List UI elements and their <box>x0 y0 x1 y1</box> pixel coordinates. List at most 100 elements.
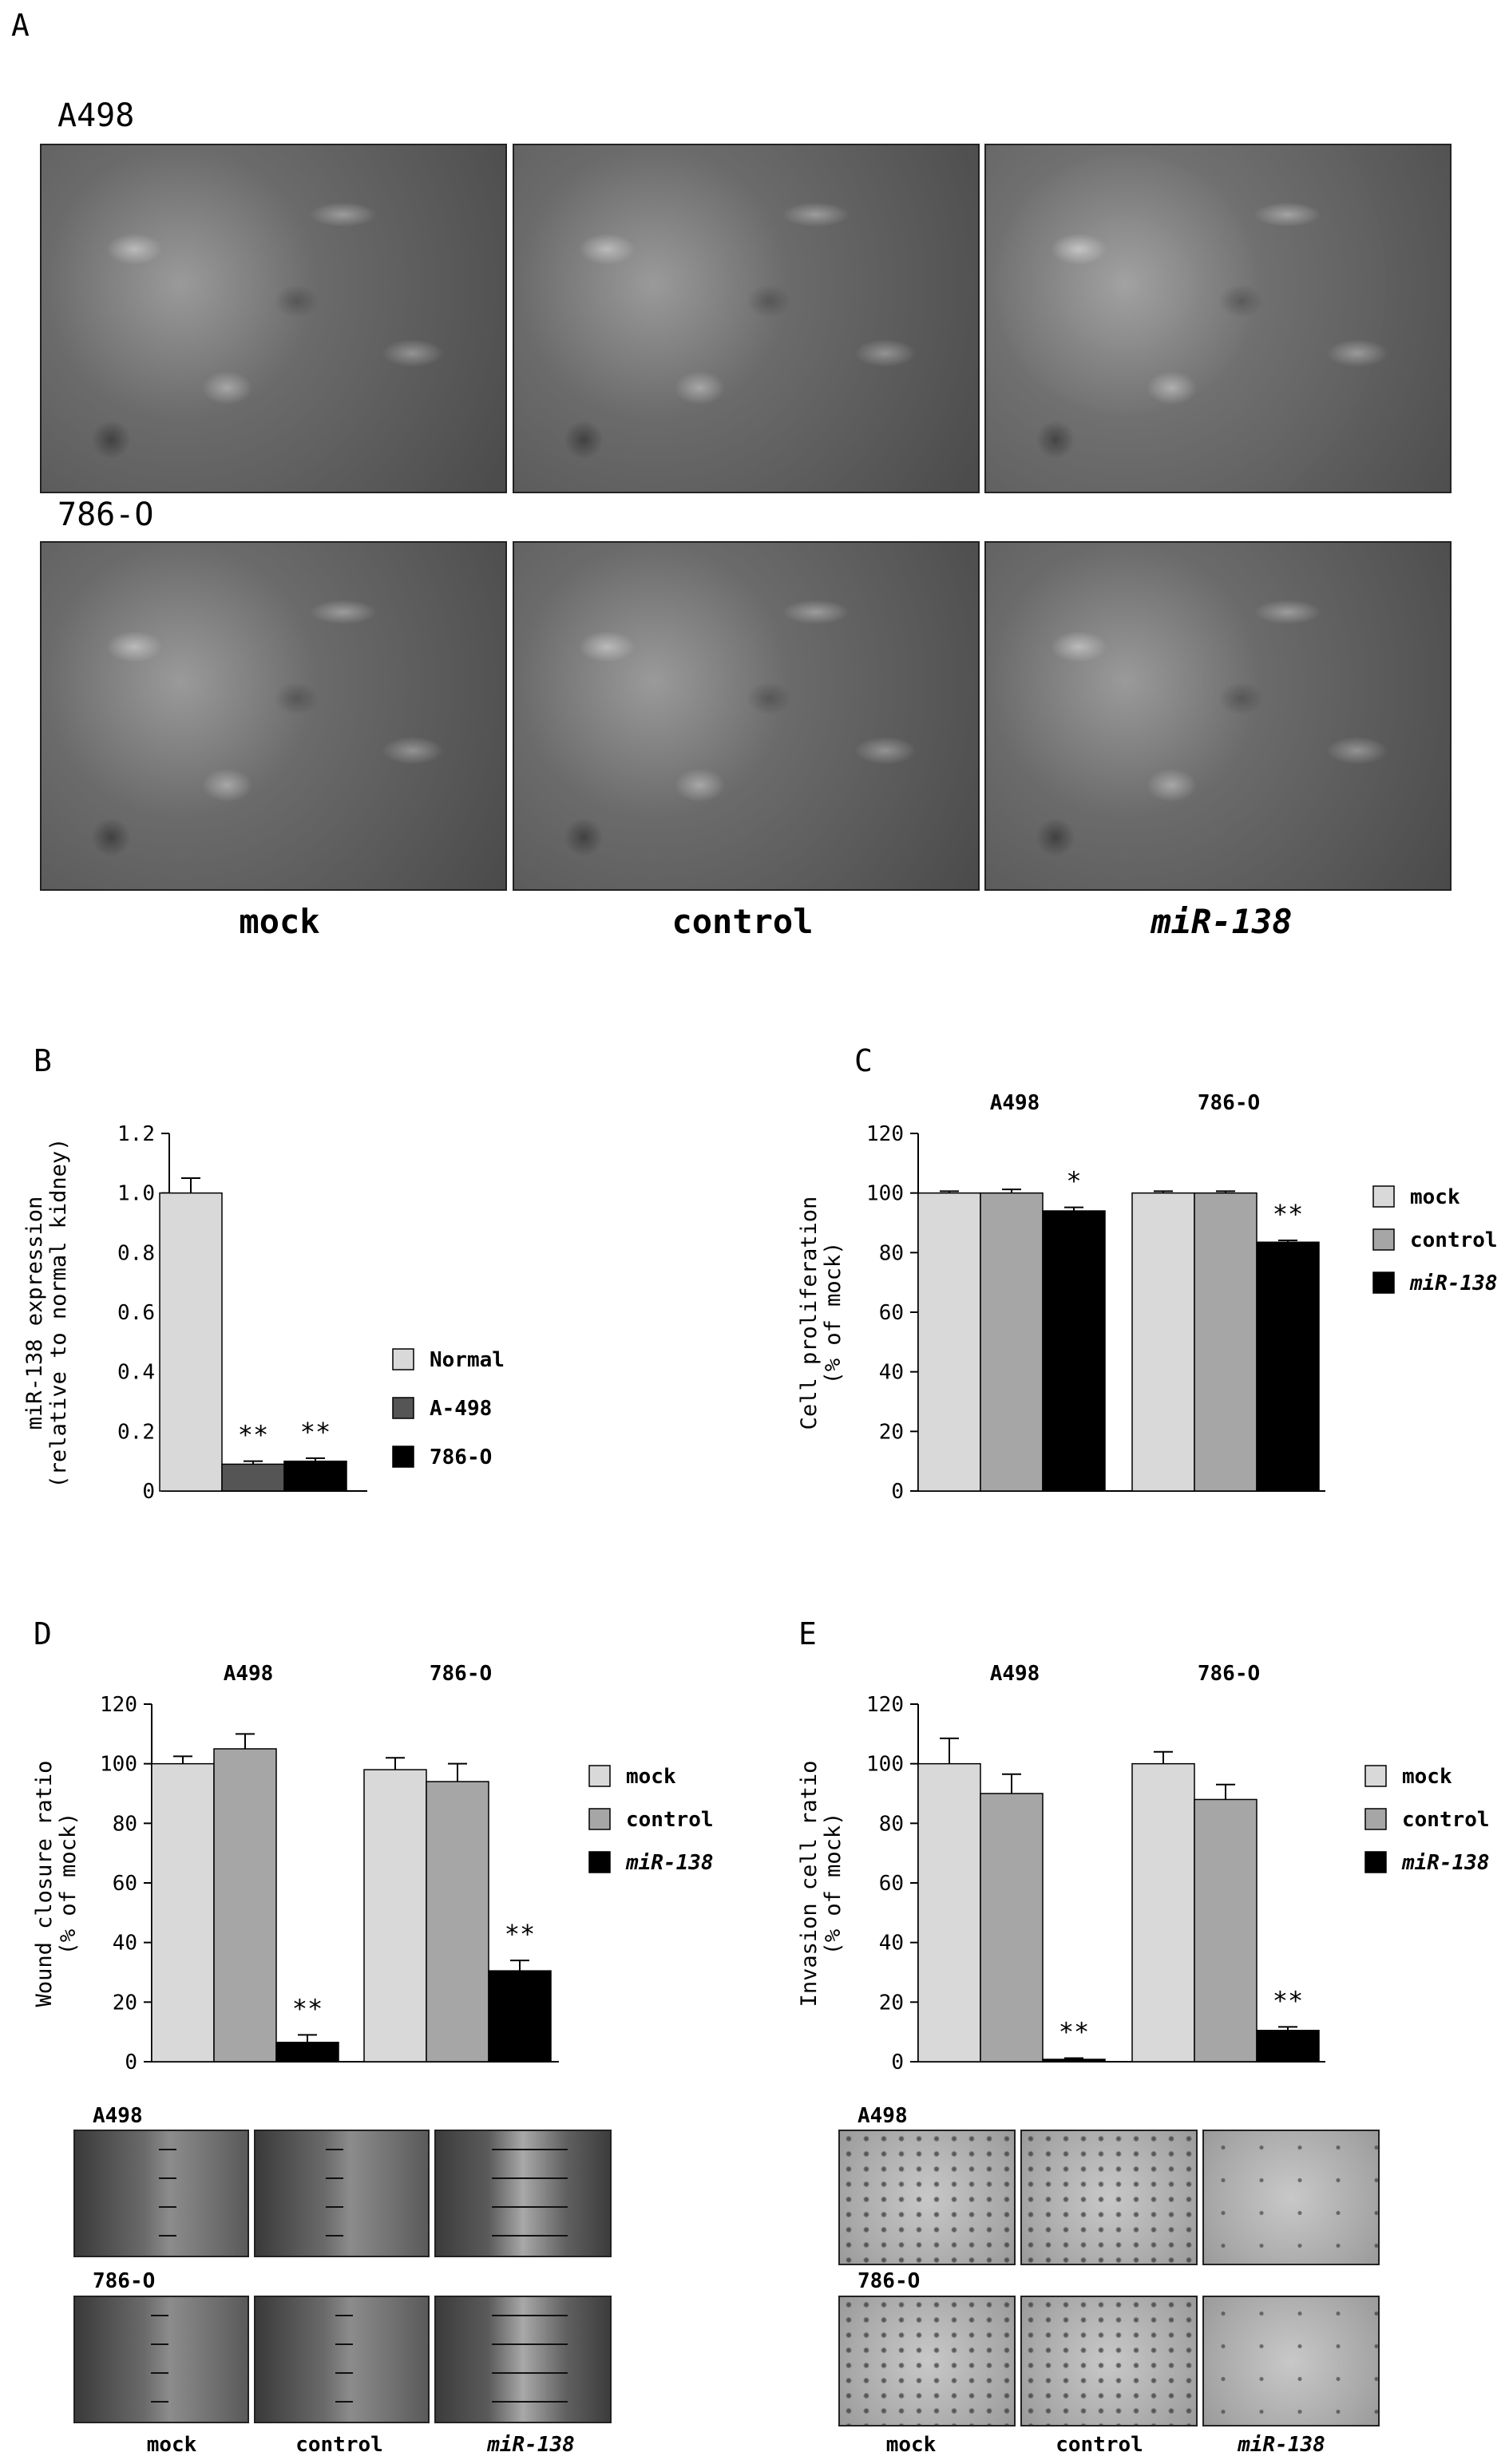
panel-e-letter: E <box>798 1616 817 1651</box>
wound-786o-mock <box>73 2296 249 2423</box>
panel-e-image-row-label-a498: A498 <box>857 2104 908 2128</box>
wound-a498-mock <box>73 2130 249 2257</box>
y-axis-label: Cell proliferation <box>797 1196 822 1430</box>
significance-label: ** <box>292 1993 323 2023</box>
invasion-786o-mir138 <box>1202 2296 1380 2426</box>
bar-786-o-mock <box>1131 1762 1195 2063</box>
legend-swatch <box>1372 1185 1395 1208</box>
significance-label: ** <box>300 1417 331 1447</box>
panel-d-image-label-control: control <box>295 2433 383 2457</box>
bar-786-o-control <box>1194 1798 1258 2063</box>
legend-label: mock <box>626 1765 676 1789</box>
wound-lines <box>75 2131 248 2256</box>
y-tick-label: 60 <box>113 1872 137 1896</box>
legend-swatch <box>392 1446 414 1468</box>
panel-d-image-label-mir138: miR-138 <box>487 2433 575 2457</box>
y-tick-label: 20 <box>879 1991 904 2015</box>
y-tick-label: 80 <box>879 1241 904 1265</box>
group-label: A498 <box>990 1091 1040 1115</box>
y-tick-label: 0.8 <box>117 1241 155 1265</box>
bar-a498-mock <box>151 1762 215 2063</box>
panel-c-letter: C <box>854 1043 873 1078</box>
significance-label: ** <box>238 1420 269 1450</box>
y-tick-label: 1.0 <box>117 1182 155 1206</box>
y-tick-label: 40 <box>879 1361 904 1385</box>
legend-label: miR-138 <box>1401 1851 1490 1875</box>
panel-d-letter: D <box>34 1616 52 1651</box>
y-tick-label: 120 <box>866 1122 904 1146</box>
y-tick-label: 60 <box>879 1872 904 1896</box>
wound-a498-control <box>254 2130 430 2257</box>
wound-a498-mir138 <box>434 2130 612 2257</box>
legend-label: mock <box>1402 1765 1452 1789</box>
panel-e-image-label-mir138: miR-138 <box>1238 2433 1325 2457</box>
y-tick-label: 40 <box>113 1932 137 1956</box>
y-tick-label: 0 <box>891 2051 904 2074</box>
bar-786-o-mock <box>1131 1192 1195 1492</box>
legend-swatch <box>588 1851 611 1873</box>
panel-a-row-label-786o: 786-O <box>57 496 154 533</box>
legend-label: Normal <box>430 1348 505 1372</box>
y-tick-label: 100 <box>866 1182 904 1206</box>
bar-normal <box>159 1192 223 1492</box>
micrograph-a498-control <box>513 144 980 493</box>
group-label: 786-O <box>430 1662 492 1686</box>
legend-label: control <box>1410 1228 1498 1252</box>
significance-label: ** <box>1273 1199 1304 1229</box>
invasion-a498-mir138 <box>1202 2130 1380 2265</box>
bar-a498-mir-138 <box>1042 1210 1106 1492</box>
wound-lines <box>255 2297 428 2422</box>
significance-label: ** <box>505 1919 536 1949</box>
y-tick-label: 20 <box>113 1991 137 2015</box>
bar-786-o-mock <box>363 1769 427 2063</box>
significance-label: ** <box>1273 1985 1304 2015</box>
bar-a498-mir-138 <box>275 2041 339 2063</box>
legend-label: 786-O <box>430 1446 492 1469</box>
invasion-a498-mock <box>838 2130 1016 2265</box>
legend-swatch <box>392 1397 414 1419</box>
invasion-a498-control <box>1020 2130 1198 2265</box>
y-tick-label: 40 <box>879 1932 904 1956</box>
bar-786-o-mir-138 <box>488 1970 552 2063</box>
panel-b-letter: B <box>34 1043 52 1078</box>
y-axis-label-secondary: (% of mock) <box>56 1813 81 1956</box>
group-label: 786-O <box>1198 1662 1260 1686</box>
bar-786-o <box>283 1460 347 1492</box>
wound-786o-mir138 <box>434 2296 612 2423</box>
legend-swatch <box>1364 1808 1387 1830</box>
y-tick-label: 0.4 <box>117 1361 155 1385</box>
invasion-786o-control <box>1020 2296 1198 2426</box>
y-tick-label: 0.6 <box>117 1301 155 1325</box>
bar-a498-control <box>213 1748 277 2063</box>
y-tick-label: 100 <box>100 1753 137 1777</box>
bar-a498-mock <box>917 1192 981 1492</box>
panel-d-image-row-label-786o: 786-O <box>93 2269 156 2293</box>
panel-d-image-row-label-a498: A498 <box>93 2104 143 2128</box>
y-tick-label: 100 <box>866 1753 904 1777</box>
panel-e-image-label-control: control <box>1056 2433 1143 2457</box>
y-axis-label-secondary: (relative to normal kidney) <box>46 1138 71 1489</box>
panel-a-label-mir138: miR-138 <box>1151 902 1293 941</box>
y-axis-label: miR-138 expression <box>22 1196 47 1430</box>
y-tick-label: 120 <box>100 1693 137 1717</box>
y-tick-label: 0 <box>125 2051 137 2074</box>
group-label: A498 <box>224 1662 274 1686</box>
legend-label: mock <box>1410 1185 1460 1209</box>
legend-label: A-498 <box>430 1397 492 1421</box>
y-tick-label: 20 <box>879 1420 904 1444</box>
legend-swatch <box>588 1808 611 1830</box>
y-tick-label: 0.2 <box>117 1420 155 1444</box>
panel-e-image-row-label-786o: 786-O <box>857 2269 921 2293</box>
significance-label: * <box>1066 1166 1081 1196</box>
legend-swatch <box>1372 1272 1395 1294</box>
legend-label: control <box>626 1808 714 1832</box>
invasion-786o-mock <box>838 2296 1016 2426</box>
legend-label: miR-138 <box>1409 1272 1498 1295</box>
significance-label: ** <box>1059 2017 1090 2047</box>
panel-a-row-label-a498: A498 <box>57 97 135 134</box>
wound-786o-control <box>254 2296 430 2423</box>
bar-786-o-mir-138 <box>1256 2030 1320 2063</box>
group-label: A498 <box>990 1662 1040 1686</box>
micrograph-a498-mock <box>40 144 507 493</box>
